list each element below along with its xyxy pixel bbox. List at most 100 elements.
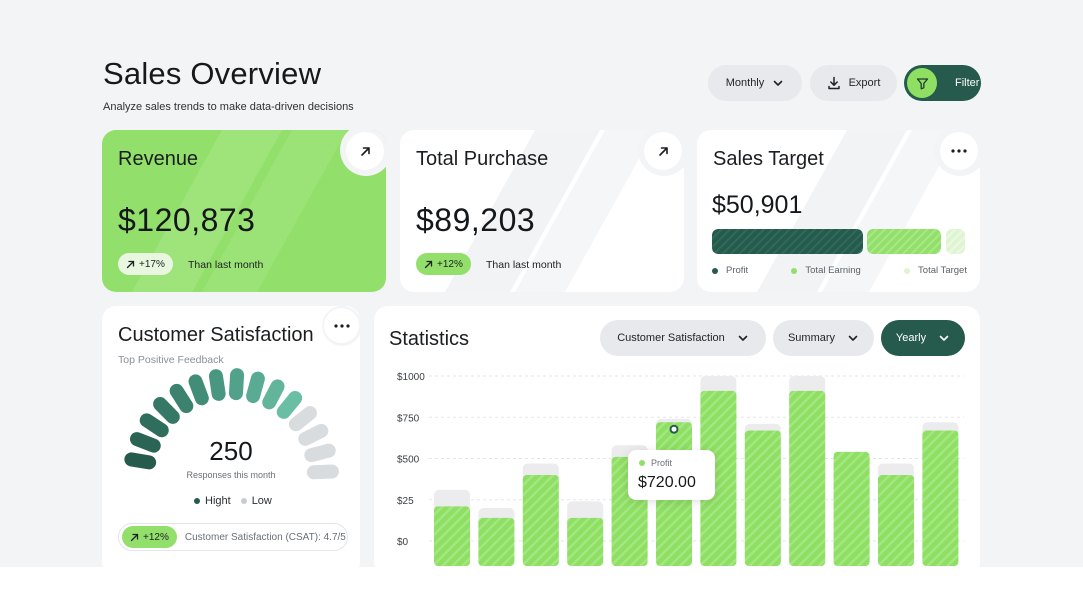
bar-profit[interactable] [744,430,781,566]
bar-profit[interactable] [878,475,914,566]
open-revenue-button[interactable] [346,132,384,170]
page-subtitle: Analyze sales trends to make data-driven… [103,101,354,113]
gauge-segment-high [246,371,265,403]
more-options-button[interactable] [940,132,978,170]
bar-profit[interactable] [789,390,826,566]
gauge-segment-high [276,390,303,419]
gauge-segment-high [208,369,226,401]
purchase-note: Than last month [486,259,562,271]
filter-button[interactable]: Filter [904,65,981,101]
chevron-down-icon [939,335,949,341]
arrow-up-right-icon [130,533,139,541]
statistics-bar-chart: $1000 $750 $500 $25 $0 [397,372,964,566]
bar-profit[interactable] [700,390,737,566]
highlight-marker [669,424,679,434]
purchase-title: Total Purchase [416,148,549,170]
tooltip-label: Profit [651,458,673,468]
bar-profit[interactable] [833,451,870,566]
sales-target-title: Sales Target [713,148,824,170]
gauge-legend: Hight Low [194,495,272,507]
csat-footer-text: Customer Satisfaction (CSAT): 4.7/5 [184,531,346,543]
bar-profit[interactable] [567,517,604,566]
chevron-down-icon [773,80,783,86]
arrow-up-right-icon [360,146,370,156]
satisfaction-gauge [124,368,339,480]
view-dropdown-label: Summary [787,332,836,344]
csat-delta-badge: +12% [122,526,177,548]
more-horizontal-icon [951,149,967,153]
revenue-delta-badge: +17% [118,253,173,275]
gauge-segment-high [129,432,161,453]
tooltip-value: $720.00 [638,474,696,491]
chevron-down-icon [848,335,858,341]
total-target-bar [946,229,965,254]
statistics-title: Statistics [389,328,470,350]
bar-profit[interactable] [434,506,470,566]
sales-target-legend: Profit Total Earning Total Target [712,265,967,276]
purchase-value: $89,203 [416,202,536,238]
filter-button-label: Filter [955,77,980,89]
revenue-note: Than last month [188,259,264,271]
revenue-title: Revenue [118,148,199,170]
legend-total-earning: Total Earning [791,265,861,276]
period-dropdown[interactable]: Monthly [708,65,802,101]
purchase-delta-badge: +12% [416,253,471,275]
csat-footer: +12% Customer Satisfaction (CSAT): 4.7/5 [118,523,348,551]
gauge-segment-high [139,413,169,438]
yearly-dropdown-label: Yearly [895,332,927,344]
gauge-segment-high [228,368,245,401]
gauge-segment-high [169,383,194,414]
gauge-segment-high [262,379,285,410]
export-button-label: Export [848,77,881,89]
csat-more-options-button[interactable] [324,308,359,343]
metric-dropdown-label: Customer Satisfaction [617,332,725,344]
open-purchase-button[interactable] [644,132,682,170]
revenue-card: Revenue $120,873 +17% Than last month [102,130,386,292]
arrow-up-right-icon [424,260,433,268]
download-icon [827,76,840,90]
profit-bar [712,229,863,254]
sales-target-card: Sales Target $50,901 Profit Total Earnin… [697,130,980,292]
gauge-segment-high [124,452,157,470]
bar-profit[interactable] [478,517,515,566]
funnel-icon [907,68,937,98]
sales-target-value: $50,901 [712,191,803,219]
arrow-up-right-icon [658,146,668,156]
y-tick-label: $500 [397,455,420,466]
legend-low: Low [240,495,272,507]
gauge-segment-low [306,464,339,480]
bar-profit[interactable] [522,475,559,566]
sales-overview-dashboard: Sales Overview Analyze sales trends to m… [0,0,1083,567]
export-button[interactable]: Export [810,65,897,101]
chevron-down-icon [738,335,748,341]
gauge-segment-low [288,406,317,432]
y-tick-label: $25 [397,496,414,507]
more-horizontal-icon [333,323,350,328]
arrow-up-right-icon [126,260,135,268]
legend-high: Hight [194,495,231,507]
gauge-segment-low [298,423,329,446]
csat-title: Customer Satisfaction [118,324,314,346]
gauge-segment-low [304,443,336,463]
revenue-value: $120,873 [118,202,256,238]
y-tick-label: $1000 [397,372,425,383]
view-dropdown[interactable]: Summary [773,320,874,356]
gauge-segment-high [153,397,180,424]
csat-subtitle: Top Positive Feedback [118,354,224,366]
csat-delta: +12% [143,531,169,543]
revenue-delta: +17% [139,258,165,270]
csat-responses-value: 250 [209,436,253,466]
csat-responses-note: Responses this month [186,470,276,480]
y-tick-label: $750 [397,413,420,424]
y-tick-label: $0 [397,537,409,548]
metric-dropdown[interactable]: Customer Satisfaction [600,320,766,356]
legend-total-target: Total Target [904,265,967,276]
period-dropdown-yearly[interactable]: Yearly [881,320,965,356]
purchase-delta: +12% [437,258,463,270]
period-dropdown-label: Monthly [725,77,765,89]
total-earning-bar [867,229,941,254]
bar-profit[interactable] [922,430,959,566]
gauge-segment-high [188,374,209,406]
chart-tooltip: Profit $720.00 [628,450,715,500]
legend-profit: Profit [712,265,748,276]
